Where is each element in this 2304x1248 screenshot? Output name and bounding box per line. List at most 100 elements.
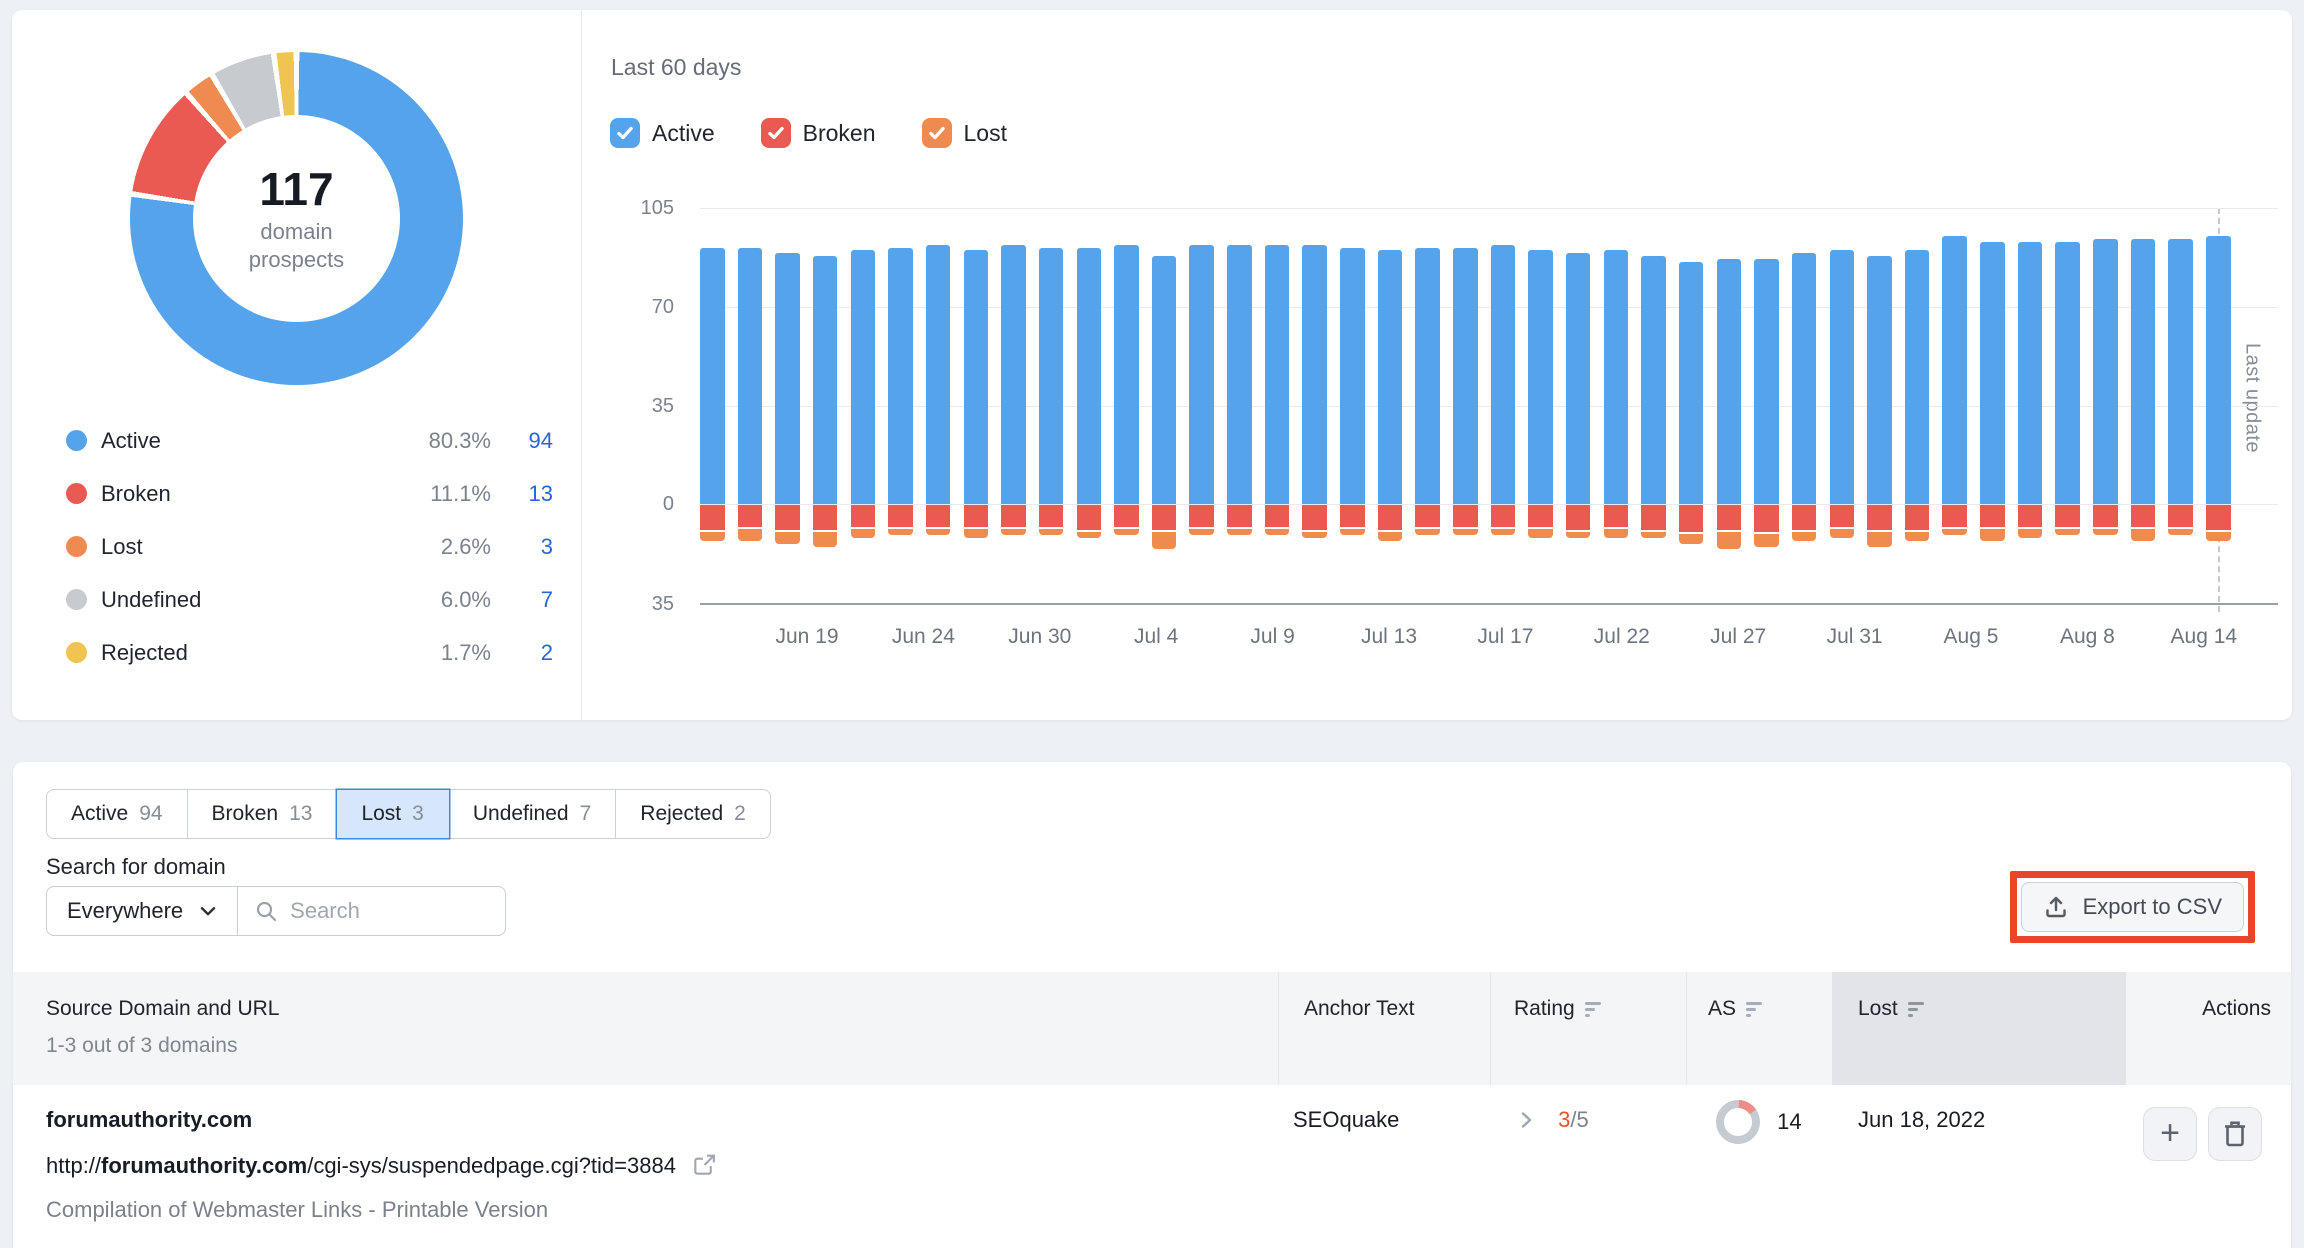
legend-percent: 80.3% [428,427,491,453]
legend-count-link[interactable]: 2 [540,639,553,665]
bar-segment-lost [850,526,876,539]
bar-segment-lost [1565,529,1591,539]
source-page-title: Compilation of Webmaster Links - Printab… [46,1197,549,1222]
bar-segment-broken [1829,505,1854,527]
column-header-as[interactable]: AS [1708,997,1766,1021]
legend-percent: 2.6% [440,533,491,559]
legend-count-link[interactable]: 13 [528,480,553,506]
bar-segment-lost [888,526,913,536]
legend-count-link[interactable]: 94 [528,427,553,453]
checkbox-checked-icon[interactable] [760,118,791,148]
bar-segment-active [1716,258,1742,505]
bar-segment-active [1264,244,1290,505]
bar-segment-lost [1453,526,1478,536]
bar-segment-lost [2130,526,2156,541]
bar-segment-broken [1980,505,2005,527]
bar-segment-lost [1415,526,1440,536]
series-filter-checkbox-broken[interactable]: Broken [760,118,876,148]
series-filter-checkbox-lost[interactable]: Lost [921,118,1007,148]
bar-segment-lost [775,529,800,544]
legend-percent: 1.7% [440,639,491,665]
bar-segment-active [963,250,989,505]
delete-button[interactable] [2208,1107,2262,1161]
x-axis-tick-label: Aug 5 [1943,625,1999,648]
legend-label: Lost [101,533,143,559]
bar-segment-active [1942,236,1967,505]
series-filter-label: Active [652,119,715,146]
bar-segment-broken [1038,505,1064,527]
chevron-right-icon[interactable] [1514,1108,1538,1132]
search-scope-select[interactable]: Everywhere [46,886,239,936]
bar-segment-broken [1001,505,1026,527]
add-to-list-button[interactable]: + [2143,1107,2197,1161]
tab-count: 13 [289,802,313,825]
search-input[interactable] [290,898,490,924]
bar-segment-active [1678,261,1704,505]
bar-segment-broken [1377,505,1403,530]
bar-segment-broken [700,505,725,530]
column-header-source: Source Domain and URL [46,997,280,1020]
chart-title: Last 60 days [611,54,742,80]
x-axis-tick-label: Jul 13 [1360,625,1418,648]
x-axis-tick-label: Jul 9 [1250,625,1295,648]
bar-segment-broken [925,505,951,527]
bar-segment-broken [1490,505,1516,527]
series-filter-checkbox-active[interactable]: Active [610,118,715,148]
tab-undefined[interactable]: Undefined 7 [449,790,617,838]
bar-segment-broken [1227,505,1252,527]
column-header-lost[interactable]: Lost [1858,997,1928,1021]
export-to-csv-button[interactable]: Export to CSV [2020,882,2244,932]
bar-segment-lost [1641,529,1666,539]
bar-segment-lost [1980,526,2005,541]
bar-segment-active [1415,247,1440,505]
legend-label: Rejected [101,639,188,665]
checkbox-checked-icon[interactable] [610,118,640,148]
bar-segment-active [2055,241,2080,505]
bar-segment-broken [2130,505,2156,527]
tab-rejected[interactable]: Rejected 2 [616,790,770,838]
bar-segment-broken [1264,505,1290,527]
legend-bullet [66,483,87,504]
domains-table-card: Active 94 Broken 13 Lost 3 Undefined 7 Rejected 2… [13,762,2291,1248]
checkbox-checked-icon[interactable] [921,118,952,148]
legend-count-link[interactable]: 7 [540,586,553,612]
bar-segment-lost [812,529,838,547]
legend-label: Broken [101,480,171,506]
bar-segment-lost [1603,526,1629,539]
x-axis-tick-label: Jun 24 [891,625,955,648]
domain-search-field[interactable] [238,886,507,936]
tab-count: 3 [412,802,424,825]
bar-segment-lost [1942,526,1967,536]
x-axis-tick-label: Jul 17 [1477,625,1534,648]
external-link-icon[interactable] [692,1152,717,1177]
domain-prospects-donut-chart: 117 domain prospects [130,52,463,385]
tab-count: 7 [579,802,592,825]
bar-segment-active [1302,244,1327,505]
bar-segment-broken [2055,505,2080,527]
source-domain-link[interactable]: forumauthority.com [46,1107,253,1132]
bar-segment-broken [2017,505,2043,527]
bar-segment-broken [888,505,913,527]
bar-segment-active [737,247,763,505]
bar-segment-active [1904,250,1930,505]
column-divider [1278,972,1279,1085]
rating-cell: 3/5 [1514,1107,1589,1133]
sort-icon [1746,1002,1763,1017]
bar-segment-broken [1189,505,1214,527]
tab-active[interactable]: Active 94 [47,790,188,838]
bar-segment-broken [1114,505,1139,527]
legend-count-link[interactable]: 3 [540,533,553,559]
bar-segment-broken [1565,505,1591,530]
donut-center: 117 domain prospects [193,115,400,322]
bar-segment-lost [2168,526,2193,536]
bar-segment-active [1114,244,1139,505]
gridline: 105 [641,197,2278,219]
tab-broken[interactable]: Broken 13 [188,790,338,838]
chart-series-filters: Active Broken Lost [610,118,1007,148]
column-header-rating[interactable]: Rating [1514,997,1605,1021]
legend-percent: 6.0% [440,586,491,612]
source-url[interactable]: http://forumauthority.com/cgi-sys/suspen… [46,1152,717,1179]
y-axis-tick-label: 105 [640,197,674,219]
x-axis-tick-label: Jun 30 [1008,625,1072,648]
tab-lost[interactable]: Lost 3 [337,790,449,838]
